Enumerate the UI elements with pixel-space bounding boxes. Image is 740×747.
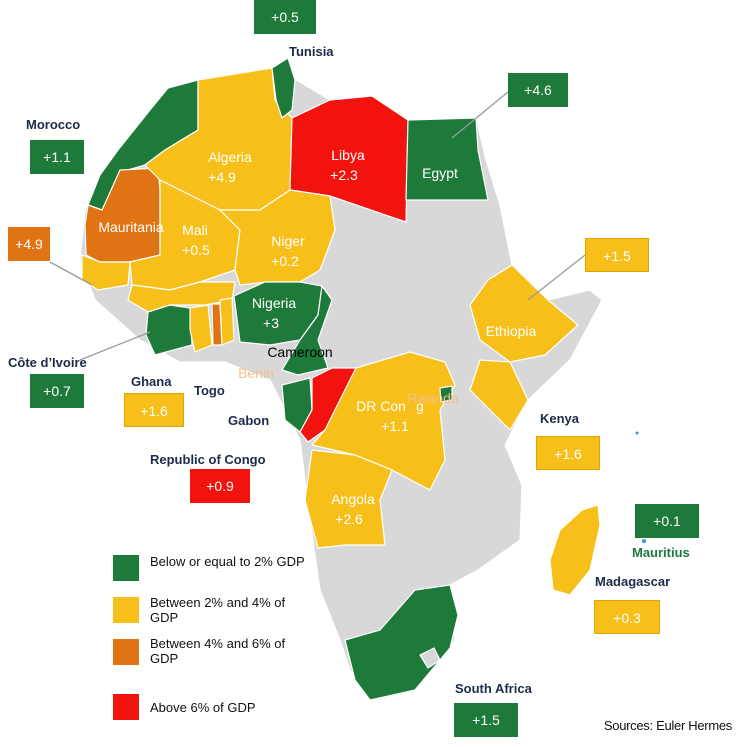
badge-mauritius: +0.1 <box>635 504 699 538</box>
label-nigeria-value: +3 <box>263 315 279 331</box>
country-cote-divoire[interactable] <box>145 304 193 356</box>
label-angola-value: +2.6 <box>335 511 363 527</box>
label-niger-value: +0.2 <box>271 253 299 269</box>
label-libya-name: Libya <box>331 147 365 163</box>
badge-ghana: +1.6 <box>124 393 184 427</box>
badge-cote-divoire: +0.7 <box>30 374 84 408</box>
label-mauritania-name: Mauritania <box>98 219 164 235</box>
country-lesotho <box>419 647 441 669</box>
label-tunisia-name: Tunisia <box>289 44 334 59</box>
legend-swatch-green <box>113 555 139 581</box>
country-egypt[interactable] <box>405 117 489 201</box>
label-togo-name: Togo <box>194 383 225 398</box>
label-egypt-name: Egypt <box>422 165 458 181</box>
legend-swatch-orange <box>113 639 139 665</box>
country-niger[interactable] <box>219 189 336 286</box>
label-drc-name-mid: g <box>416 398 424 414</box>
badge-south-africa: +1.5 <box>454 703 518 737</box>
leader-egypt <box>451 91 509 139</box>
label-libya-value: +2.3 <box>330 167 358 183</box>
badge-egypt: +4.6 <box>508 73 568 107</box>
country-tunisia[interactable] <box>271 57 296 119</box>
leader-mauritania <box>49 261 93 286</box>
country-burkina-faso <box>127 281 236 313</box>
legend-swatch-yellow <box>113 597 139 623</box>
label-drc-value: +1.1 <box>381 418 409 434</box>
label-rwanda-name: Rwanda <box>407 390 459 406</box>
country-rwanda[interactable] <box>439 385 453 403</box>
country-madagascar[interactable] <box>549 504 601 596</box>
country-mauritania[interactable] <box>84 167 161 263</box>
label-cameroon-name: Cameroon <box>267 344 332 360</box>
label-ghana-name: Ghana <box>131 374 172 389</box>
legend-label-orange: Between 4% and 6% of GDP <box>150 636 286 666</box>
label-nigeria-name: Nigeria <box>252 295 297 311</box>
label-benin-name: Benin <box>238 365 274 381</box>
label-algeria-name: Algeria <box>208 149 252 165</box>
label-madagascar-name: Madagascar <box>595 574 671 589</box>
legend-label-red: Above 6% of GDP <box>150 700 256 715</box>
mauritius-dot <box>642 539 646 543</box>
legend-label-green: Below or equal to 2% GDP <box>150 554 305 569</box>
label-mauritius-name: Mauritius <box>632 545 690 560</box>
country-benin[interactable] <box>219 297 235 346</box>
source-note: Sources: Euler Hermes <box>603 718 732 733</box>
badge-kenya: +1.6 <box>536 436 600 470</box>
country-kenya[interactable] <box>469 359 529 431</box>
leader-cote-divoire <box>79 331 151 361</box>
label-angola-name: Angola <box>331 491 375 507</box>
label-kenya-name: Kenya <box>540 411 580 426</box>
country-ethiopia[interactable] <box>469 264 579 363</box>
country-drc[interactable] <box>311 351 456 491</box>
label-mali-name: Mali <box>182 222 208 238</box>
label-algeria-value: +4.9 <box>208 169 236 185</box>
badge-morocco: +1.1 <box>30 140 84 174</box>
label-gabon-name: Gabon <box>228 413 270 428</box>
badge-mauritania: +4.9 <box>8 227 50 261</box>
label-ethiopia-name: Ethiopia <box>486 323 537 339</box>
label-niger-name: Niger <box>271 233 305 249</box>
badge-republic-of-congo: +0.9 <box>190 469 250 503</box>
label-drc-name-left: DR Con <box>356 398 406 414</box>
legend-label-yellow: Between 2% and 4% of GDP <box>150 595 286 625</box>
badge-ethiopia: +1.5 <box>585 238 649 272</box>
island-dot <box>635 431 639 435</box>
country-ghana[interactable] <box>189 304 213 353</box>
label-cote-divoire-name: Côte d’Ivoire <box>8 355 87 370</box>
country-cameroon[interactable] <box>281 285 333 376</box>
label-morocco-name: Morocco <box>26 117 81 132</box>
country-south-africa[interactable] <box>344 584 459 701</box>
badge-madagascar: +0.3 <box>594 600 660 634</box>
legend-swatch-red <box>113 694 139 720</box>
leader-ethiopia <box>527 254 586 301</box>
label-republic-of-congo-name: Republic of Congo <box>150 452 266 467</box>
country-angola[interactable] <box>304 449 393 549</box>
label-mali-value: +0.5 <box>182 242 210 258</box>
badge-tunisia: +0.5 <box>254 0 316 34</box>
label-south-africa-name: South Africa <box>455 681 532 696</box>
